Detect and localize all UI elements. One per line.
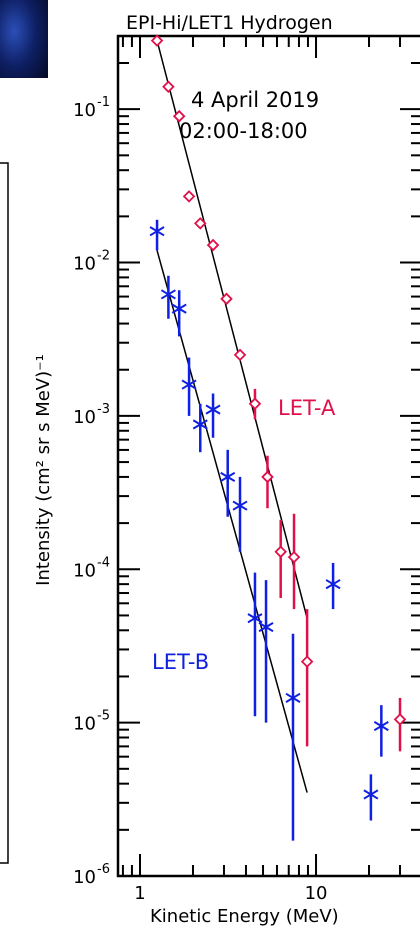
y-tick-labels: 10-110-210-310-410-510-6 — [73, 95, 110, 888]
data-point-star — [149, 219, 165, 251]
date-annotation: 4 April 2019 — [191, 88, 319, 112]
data-point-diamond — [162, 80, 175, 94]
y-tick-exponent: -3 — [97, 402, 110, 417]
data-point-diamond — [274, 519, 287, 598]
data-point-star — [171, 290, 187, 337]
fit-line — [156, 250, 308, 793]
data-point-star — [363, 774, 379, 821]
diamond-marker — [206, 238, 220, 252]
y-tick-label: 10 — [73, 714, 96, 735]
data-point-diamond — [150, 34, 164, 47]
left-panel-frame — [0, 162, 9, 864]
data-point-diamond — [300, 609, 314, 747]
data-point-diamond — [261, 455, 274, 509]
data-point-diamond — [220, 292, 233, 306]
diamond-marker — [393, 713, 407, 726]
diamond-marker — [274, 545, 287, 559]
data-point-diamond — [182, 190, 196, 203]
y-axis-label: Intensity (cm² sr s MeV)⁻¹ — [33, 354, 54, 586]
x-axis-label: Kinetic Energy (MeV) — [150, 906, 339, 927]
y-tick-label: 10 — [73, 407, 96, 428]
diamond-marker — [287, 550, 301, 564]
y-tick-label: 10 — [73, 100, 96, 121]
data-point-star — [325, 562, 341, 610]
diamond-marker — [182, 190, 196, 203]
y-tick-label: 10 — [73, 254, 96, 275]
data-point-star — [247, 572, 263, 717]
y-tick-exponent: -4 — [97, 555, 110, 570]
diamond-marker — [193, 217, 207, 230]
data-point-star — [373, 705, 389, 757]
data-point-star — [258, 580, 274, 723]
data-point-star — [220, 449, 236, 517]
y-tick-exponent: -5 — [97, 709, 110, 724]
data-point-diamond — [193, 217, 207, 230]
x-tick-labels: 1 10 — [134, 883, 327, 904]
background-image-fragment — [0, 0, 48, 78]
data-point-diamond — [206, 238, 220, 252]
y-tick-exponent: -2 — [97, 249, 110, 264]
time-annotation: 02:00-18:00 — [179, 119, 308, 143]
diamond-marker — [233, 348, 247, 362]
axis-ticks — [118, 36, 420, 877]
data-point-star — [232, 476, 248, 552]
x-tick-label: 1 — [134, 883, 145, 904]
diamond-marker — [150, 34, 164, 47]
diamond-marker — [248, 397, 262, 411]
diamond-marker — [261, 470, 274, 484]
diamond-marker — [172, 109, 186, 123]
series-label-let-b: LET-B — [152, 650, 209, 674]
diamond-marker — [300, 655, 314, 668]
data-point-diamond — [233, 348, 247, 362]
data-point-diamond — [393, 697, 407, 752]
y-tick-label: 10 — [73, 560, 96, 581]
fit-line — [156, 40, 308, 619]
y-tick-label: 10 — [73, 867, 96, 888]
chart-title: EPI-Hi/LET1 Hydrogen — [126, 12, 333, 34]
x-tick-label: 10 — [305, 883, 328, 904]
data-point-star — [181, 357, 197, 416]
data-point-diamond — [172, 109, 186, 123]
data-point-diamond — [248, 388, 262, 420]
y-tick-exponent: -6 — [97, 862, 110, 877]
y-tick-exponent: -1 — [97, 95, 110, 110]
data-marks — [149, 34, 407, 841]
series-label-let-a: LET-A — [278, 396, 336, 420]
fit-lines — [156, 40, 308, 793]
data-point-star — [205, 393, 221, 438]
data-point-star — [192, 403, 208, 453]
plot-area: 10-110-210-310-410-510-6 1 10 — [73, 34, 420, 904]
plot-frame — [116, 34, 420, 878]
data-point-star — [160, 275, 176, 319]
data-point-star — [285, 633, 301, 841]
data-point-diamond — [287, 513, 301, 610]
diamond-marker — [220, 292, 233, 306]
diamond-marker — [162, 80, 175, 94]
